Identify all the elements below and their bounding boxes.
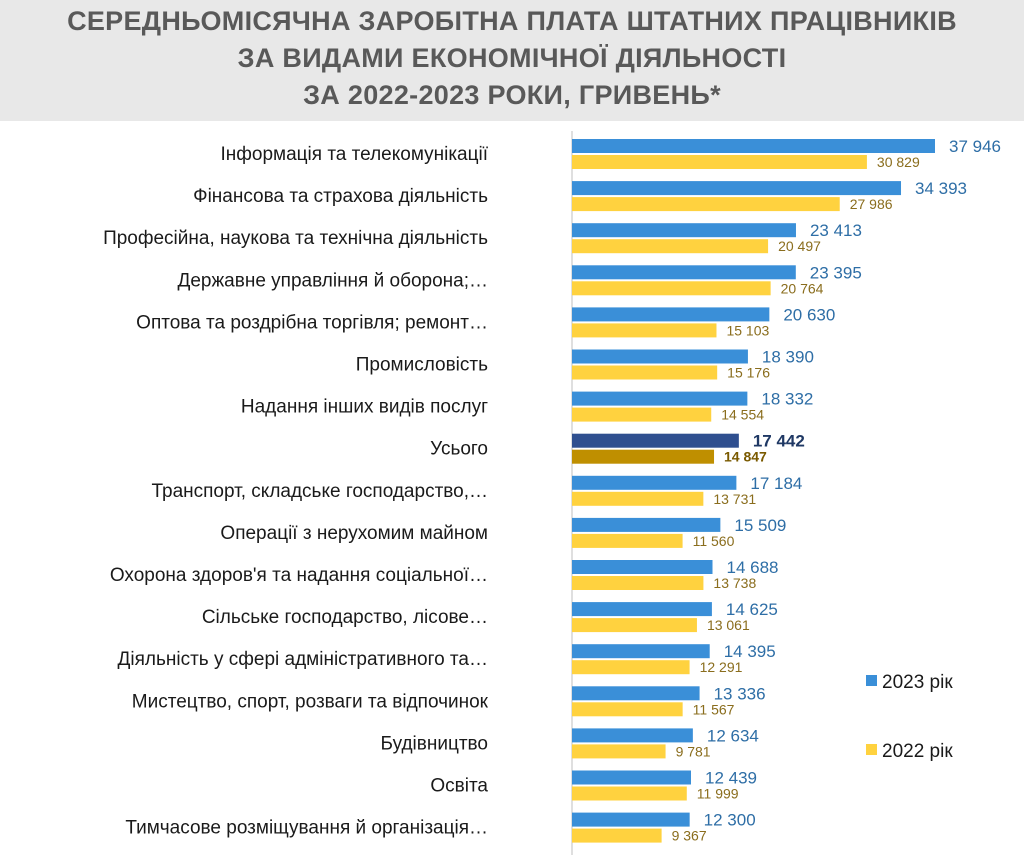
data-label-2023: 23 395 — [810, 263, 862, 282]
bar-2023 — [572, 770, 691, 785]
bar-2023 — [572, 517, 721, 532]
data-label-2023: 17 442 — [753, 432, 805, 451]
category-label: Діяльність у сфері адміністративного та… — [118, 649, 488, 670]
chart-title-line-3: ЗА 2022-2023 РОКИ, ГРИВЕНЬ* — [303, 80, 721, 110]
data-label-2023: 12 634 — [707, 726, 759, 745]
category-label: Транспорт, складське господарство,… — [151, 481, 488, 502]
data-label-2023: 18 390 — [762, 348, 814, 367]
legend-label-2022: 2022 рік — [882, 741, 953, 762]
chart-legend: 2023 рік 2022 рік — [866, 672, 953, 762]
bar-2022 — [572, 323, 717, 338]
bar-2023 — [572, 686, 700, 701]
category-label: Охорона здоров'я та надання соціальної… — [110, 565, 488, 586]
data-label-2022: 11 999 — [697, 786, 739, 802]
data-label-2023: 14 625 — [726, 600, 778, 619]
bar-2022 — [572, 576, 704, 590]
data-label-2023: 37 946 — [949, 137, 1001, 156]
category-label: Професійна, наукова та технічна діяльніс… — [103, 228, 488, 249]
data-label-2023: 12 439 — [705, 769, 757, 788]
bar-2023 — [572, 560, 713, 574]
data-label-2022: 14 554 — [721, 407, 764, 423]
data-label-2023: 20 630 — [783, 305, 835, 324]
data-label-2022: 14 847 — [724, 449, 767, 465]
bar-2023 — [572, 391, 748, 406]
bar-2022 — [572, 491, 704, 506]
legend-label-2023: 2023 рік — [882, 672, 953, 693]
bar-2022 — [572, 618, 697, 633]
data-label-2022: 20 764 — [781, 280, 824, 296]
data-label-2022: 12 291 — [700, 659, 743, 675]
data-label-2023: 13 336 — [714, 684, 766, 703]
category-label: Фінансова та страхова діяльність — [193, 186, 488, 207]
bar-2022 — [572, 744, 666, 759]
bar-2022 — [572, 660, 690, 675]
bar-2023 — [572, 139, 935, 153]
category-label: Тимчасове розміщування й організація… — [125, 818, 488, 839]
category-label: Мистецтво, спорт, розваги та відпочинок — [132, 691, 489, 712]
category-label: Промисловість — [356, 355, 488, 376]
bar-2023 — [572, 265, 796, 280]
data-label-2022: 9 781 — [676, 743, 711, 759]
bar-2022 — [572, 365, 718, 380]
bar-2022 — [572, 239, 769, 254]
bar-2023 — [572, 433, 739, 448]
data-label-2023: 34 393 — [915, 179, 967, 198]
legend-swatch-2022 — [866, 744, 877, 755]
category-label: Інформація та телекомунікації — [220, 144, 488, 165]
category-label: Усього — [430, 439, 488, 460]
bar-2022 — [572, 197, 840, 212]
data-label-2022: 27 986 — [850, 196, 893, 212]
data-label-2022: 30 829 — [877, 154, 920, 170]
data-label-2022: 9 367 — [672, 828, 707, 844]
bar-2023 — [572, 223, 796, 238]
data-label-2022: 15 176 — [727, 365, 770, 381]
chart-title-line-2: ЗА ВИДАМИ ЕКОНОМІЧНОЇ ДІЯЛЬНОСТІ — [237, 43, 787, 73]
category-label: Надання інших видів послуг — [241, 397, 488, 418]
chart-title-line-1: СЕРЕДНЬОМІСЯЧНА ЗАРОБІТНА ПЛАТА ШТАТНИХ … — [67, 6, 957, 36]
bar-2023 — [572, 349, 748, 364]
data-label-2022: 11 567 — [693, 701, 735, 717]
category-label: Операції з нерухомим майном — [220, 523, 488, 544]
data-label-2023: 12 300 — [704, 811, 756, 830]
category-label: Сільське господарство, лісове… — [202, 607, 488, 628]
data-label-2023: 14 395 — [724, 642, 776, 661]
category-label: Освіта — [430, 776, 488, 797]
bar-2022 — [572, 281, 771, 296]
bar-2023 — [572, 728, 693, 743]
category-label: Оптова та роздрібна торгівля; ремонт… — [136, 312, 488, 333]
bar-2023 — [572, 475, 737, 490]
category-label: Будівництво — [381, 733, 488, 754]
legend-swatch-2023 — [866, 675, 877, 686]
data-label-2022: 13 061 — [707, 617, 750, 633]
data-label-2023: 18 332 — [761, 390, 813, 409]
data-label-2023: 14 688 — [727, 558, 779, 577]
bar-2023 — [572, 812, 690, 827]
data-label-2023: 17 184 — [750, 474, 802, 493]
bar-2022 — [572, 449, 715, 464]
bar-2022 — [572, 533, 683, 548]
data-label-2022: 13 738 — [713, 575, 756, 591]
bar-2023 — [572, 181, 902, 196]
bar-2022 — [572, 702, 683, 717]
category-label: Державне управління й оборона;… — [177, 270, 488, 291]
data-label-2022: 20 497 — [778, 238, 821, 254]
bar-2023 — [572, 644, 710, 659]
bar-2022 — [572, 786, 687, 801]
data-label-2022: 13 731 — [713, 491, 756, 507]
bar-2022 — [572, 155, 867, 169]
bar-2023 — [572, 307, 770, 322]
bar-2022 — [572, 407, 712, 422]
bar-2022 — [572, 828, 662, 843]
chart-header: СЕРЕДНЬОМІСЯЧНА ЗАРОБІТНА ПЛАТА ШТАТНИХ … — [0, 0, 1024, 121]
bar-chart-plot: Інформація та телекомунікації 37 946 30 82… — [103, 131, 1001, 855]
data-label-2023: 15 509 — [734, 516, 786, 535]
data-label-2022: 11 560 — [693, 533, 735, 549]
data-label-2022: 15 103 — [726, 322, 769, 338]
bar-2023 — [572, 602, 712, 617]
data-label-2023: 23 413 — [810, 221, 862, 240]
